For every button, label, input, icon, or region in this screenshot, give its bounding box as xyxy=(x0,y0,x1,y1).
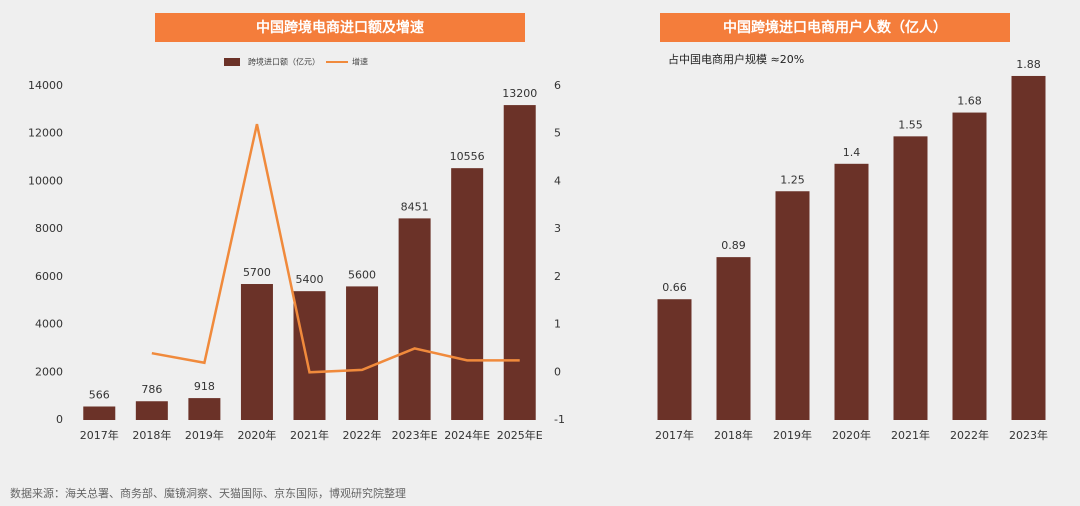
x-tick-label: 2019年 xyxy=(185,428,224,442)
y-tick-label: 12000 xyxy=(28,127,63,140)
bar xyxy=(1011,75,1046,421)
x-tick-label: 2025年E xyxy=(497,428,543,442)
bar xyxy=(834,163,869,421)
title-banner xyxy=(660,13,1010,42)
bar xyxy=(240,284,273,420)
y2-tick-label: 6 xyxy=(554,79,561,92)
bar xyxy=(83,406,116,420)
legend-swatch xyxy=(224,58,240,66)
x-tick-label: 2021年 xyxy=(290,428,329,442)
data-label: 5400 xyxy=(296,273,324,286)
data-label: 1.68 xyxy=(957,95,982,108)
data-label: 13200 xyxy=(502,87,537,100)
chart-title: 中国跨境进口电商用户人数（亿人） xyxy=(723,19,947,36)
x-tick-label: 2017年 xyxy=(655,428,694,442)
bar xyxy=(716,257,751,420)
data-label: 0.89 xyxy=(721,239,746,252)
data-label: 10556 xyxy=(450,150,485,163)
x-tick-label: 2022年 xyxy=(950,428,989,442)
data-label: 5700 xyxy=(243,266,271,279)
chart-title: 中国跨境电商进口额及增速 xyxy=(256,19,424,36)
data-label: 1.25 xyxy=(780,173,805,186)
data-label: 8451 xyxy=(401,200,429,213)
bar xyxy=(952,112,987,420)
bar xyxy=(398,218,431,420)
x-tick-label: 2022年 xyxy=(343,428,382,442)
x-tick-label: 2020年 xyxy=(832,428,871,442)
y2-tick-label: 2 xyxy=(554,270,561,283)
data-label: 1.4 xyxy=(843,146,861,159)
bar xyxy=(503,105,536,420)
y-tick-label: 10000 xyxy=(28,174,63,187)
bar xyxy=(346,286,379,420)
y2-tick-label: 5 xyxy=(554,127,561,140)
legend-label: 跨境进口额（亿元） xyxy=(248,57,320,67)
data-label: 918 xyxy=(194,380,215,393)
data-label: 1.88 xyxy=(1016,58,1041,71)
bar xyxy=(657,299,692,420)
x-tick-label: 2020年 xyxy=(237,428,276,442)
legend-label: 增速 xyxy=(352,57,368,67)
y-tick-label: 4000 xyxy=(35,318,63,331)
x-tick-label: 2017年 xyxy=(80,428,119,442)
bar xyxy=(293,291,326,420)
x-tick-label: 2023年E xyxy=(392,428,438,442)
y2-tick-label: 4 xyxy=(554,174,561,187)
x-tick-label: 2021年 xyxy=(891,428,930,442)
data-label: 786 xyxy=(141,383,162,396)
x-tick-label: 2018年 xyxy=(714,428,753,442)
title-banner xyxy=(155,13,525,42)
bar xyxy=(451,168,484,420)
x-tick-label: 2019年 xyxy=(773,428,812,442)
data-label: 5600 xyxy=(348,268,376,281)
y2-tick-label: 1 xyxy=(554,318,561,331)
data-label: 566 xyxy=(89,388,110,401)
annotation: 占中国电商用户规模 ≈20% xyxy=(668,52,804,66)
bar xyxy=(188,398,221,420)
bar xyxy=(775,191,810,420)
y2-tick-label: -1 xyxy=(554,413,565,426)
x-tick-label: 2024年E xyxy=(444,428,490,442)
y-tick-label: 14000 xyxy=(28,79,63,92)
y2-tick-label: 0 xyxy=(554,365,561,378)
bar xyxy=(135,401,168,420)
y-tick-label: 8000 xyxy=(35,222,63,235)
y-tick-label: 2000 xyxy=(35,365,63,378)
growth-line xyxy=(151,123,520,374)
y2-tick-label: 3 xyxy=(554,222,561,235)
y-tick-label: 0 xyxy=(56,413,63,426)
x-tick-label: 2018年 xyxy=(132,428,171,442)
data-label: 1.55 xyxy=(898,118,923,131)
y-tick-label: 6000 xyxy=(35,270,63,283)
x-tick-label: 2023年 xyxy=(1009,428,1048,442)
data-label: 0.66 xyxy=(662,281,687,294)
bar xyxy=(893,136,928,420)
source-note: 数据来源：海关总署、商务部、魔镜洞察、天猫国际、京东国际，博观研究院整理 xyxy=(10,486,406,500)
